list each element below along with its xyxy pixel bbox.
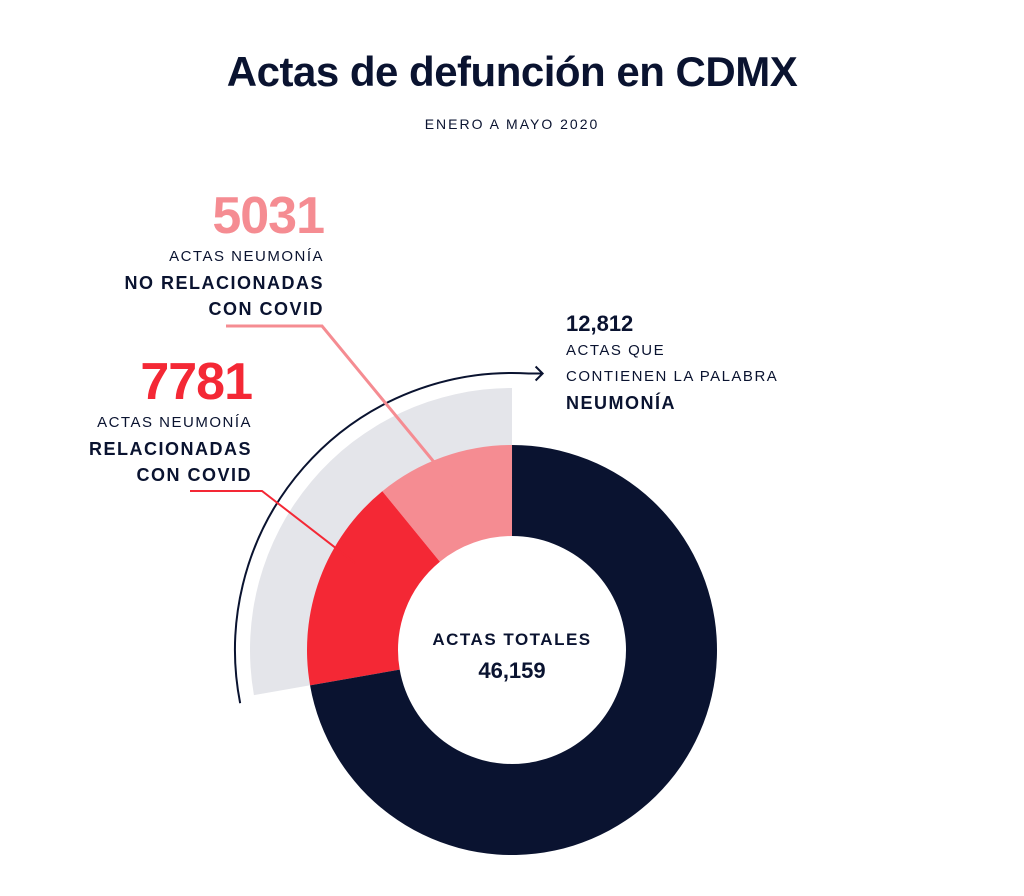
slice-covid [307, 491, 440, 686]
annotation-nocovid: 5031 ACTAS NEUMONÍA NO RELACIONADAS CON … [124, 187, 325, 322]
slice-rest [310, 445, 718, 856]
slice-nocovid [382, 445, 512, 562]
nocovid-value: 5031 [212, 187, 325, 245]
highlight-band [249, 388, 512, 696]
neumonia-label-line3: NEUMONÍA [566, 393, 676, 413]
total-label: ACTAS TOTALES [432, 630, 592, 649]
chart-subtitle: ENERO A MAYO 2020 [424, 116, 600, 132]
neumonia-label-line1: ACTAS QUE [566, 342, 666, 359]
covid-label-line1: ACTAS NEUMONÍA [97, 414, 252, 431]
nocovid-label-line2: NO RELACIONADAS [124, 273, 324, 293]
leader-line-nocovid [226, 324, 455, 487]
nocovid-label-line3: CON COVID [208, 299, 324, 319]
neumonia-bracket-arc [234, 372, 543, 704]
neumonia-value: 12,812 [566, 311, 634, 336]
leader-line-covid [190, 490, 356, 564]
nocovid-label-line1: ACTAS NEUMONÍA [169, 248, 324, 265]
covid-label-line3: CON COVID [136, 465, 252, 485]
covid-label-line2: RELACIONADAS [88, 439, 252, 459]
annotation-covid: 7781 ACTAS NEUMONÍA RELACIONADAS CON COV… [88, 353, 253, 488]
neumonia-label-line2: CONTIENEN LA PALABRA [566, 368, 779, 385]
total-value: 46,159 [478, 658, 546, 683]
covid-value: 7781 [140, 353, 253, 411]
chart-title: Actas de defunción en CDMX [226, 48, 798, 95]
annotation-neumonia: 12,812 ACTAS QUE CONTIENEN LA PALABRA NE… [566, 310, 778, 416]
arrow-icon [534, 365, 545, 382]
